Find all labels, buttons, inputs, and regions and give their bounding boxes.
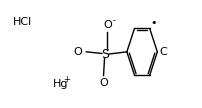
Text: Hg: Hg [53, 79, 68, 89]
Text: +: + [63, 75, 70, 84]
Text: HCl: HCl [13, 17, 32, 27]
Text: O: O [103, 20, 112, 30]
Text: •: • [150, 18, 156, 28]
Text: C: C [158, 47, 166, 57]
Text: O: O [73, 47, 82, 57]
Text: S: S [101, 48, 109, 60]
Text: -: - [112, 16, 115, 25]
Text: O: O [99, 78, 107, 88]
